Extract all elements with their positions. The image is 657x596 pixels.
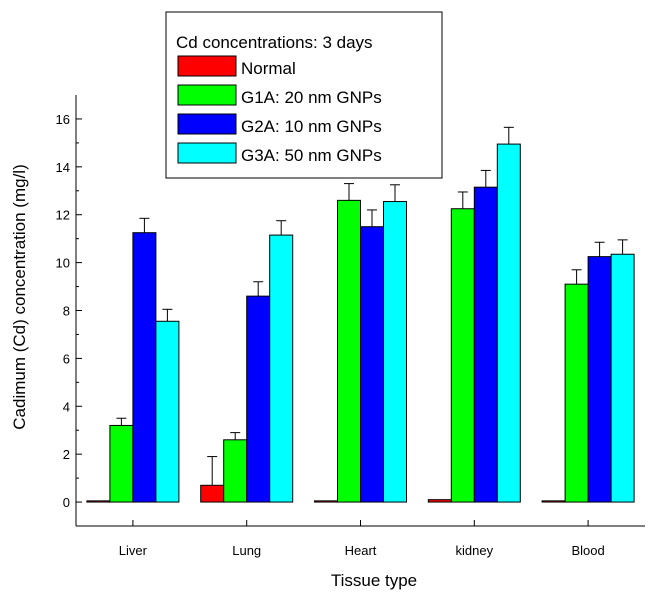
legend-swatch — [177, 55, 237, 77]
legend-swatch — [177, 84, 237, 106]
y-tick-label: 12 — [56, 208, 70, 223]
y-tick-label: 0 — [63, 495, 70, 510]
legend-swatch — [177, 113, 237, 135]
bar — [132, 232, 157, 503]
bar — [109, 424, 134, 503]
x-tick-label: Blood — [571, 543, 604, 558]
x-tick-label: Lung — [232, 543, 261, 558]
bar — [314, 500, 338, 503]
bar — [246, 295, 271, 503]
x-tick-label: Heart — [345, 543, 377, 558]
bar — [610, 253, 635, 503]
x-tick-label: kidney — [456, 543, 494, 558]
bar — [86, 500, 111, 503]
legend-label: G1A: 20 nm GNPs — [241, 88, 382, 107]
legend-label: Normal — [241, 59, 296, 78]
bar — [360, 226, 384, 503]
bar — [450, 208, 475, 503]
ticks-layer: 0 2 4 6 8 10 12 14 16 Liver Lung Heart kidney Blood — [56, 112, 605, 558]
bar — [541, 500, 566, 503]
y-axis-title: Cadimum (Cd) concentration (mg/l) — [10, 164, 29, 429]
bar — [223, 439, 248, 503]
x-axis-title: Tissue type — [331, 571, 417, 590]
x-tick-label: Liver — [119, 543, 148, 558]
legend-swatch — [177, 142, 237, 164]
legend-label: G3A: 50 nm GNPs — [241, 146, 382, 165]
y-tick-label: 10 — [56, 256, 70, 271]
legend-label: G2A: 10 nm GNPs — [241, 117, 382, 136]
bar — [269, 234, 294, 503]
bar — [155, 320, 180, 503]
bar — [587, 256, 612, 503]
y-tick-label: 16 — [56, 112, 70, 127]
legend-title: Cd concentrations: 3 days — [176, 33, 373, 52]
y-tick-label: 14 — [56, 160, 70, 175]
bar — [200, 484, 225, 503]
y-tick-label: 2 — [63, 447, 70, 462]
legend-entries: Normal G1A: 20 nm GNPs G2A: 10 nm GNPs G3A:… — [177, 55, 382, 165]
bar — [564, 283, 589, 503]
y-tick-label: 4 — [63, 399, 70, 414]
bars-layer — [86, 126, 635, 503]
y-tick-label: 8 — [63, 304, 70, 319]
bar — [383, 201, 407, 503]
bar — [473, 186, 498, 503]
legend: Cd concentrations: 3 days Normal G1A: 20 … — [165, 11, 443, 179]
bar — [427, 499, 452, 503]
bar — [337, 199, 361, 503]
y-tick-label: 6 — [63, 351, 70, 366]
bar — [496, 143, 521, 503]
